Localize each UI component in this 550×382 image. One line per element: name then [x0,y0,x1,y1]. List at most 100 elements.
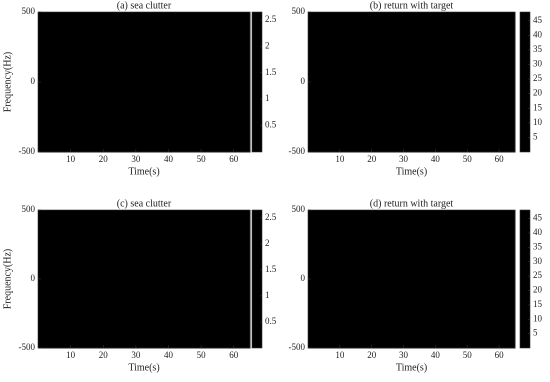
heat-cell [403,334,420,349]
heat-cell [435,292,452,308]
heat-cell [387,12,405,27]
heat-cell [339,82,357,97]
heat-cell [419,237,436,252]
heat-cell [86,82,104,97]
heat-cell [103,110,121,125]
heat-cell [339,210,357,225]
heat-cell [86,68,104,83]
heat-cell [135,223,153,239]
heat-cell [339,306,357,321]
heat-cell [135,320,153,335]
heat-cell [451,12,468,27]
heat-cell [339,334,357,349]
colorbar-tick-label: 5 [533,131,538,141]
colorbar-tick-label: 25 [533,270,543,280]
x-tick-label: 10 [66,350,76,360]
heat-cell [467,110,484,125]
heat-cell [201,251,218,266]
heat-cell [233,68,251,83]
heat-cell [499,210,516,225]
heat-cell [54,124,72,139]
heat-cell [387,96,405,111]
heat-cell [403,12,420,27]
heat-cell [70,110,88,125]
heat-cell [451,237,468,252]
heat-cell [308,12,325,27]
y-tick-label: 0 [31,273,36,283]
heat-cell [371,320,389,335]
heat-cell [54,68,72,83]
heat-cell [499,223,516,239]
heat-cell [403,292,420,308]
heat-cell [152,306,169,321]
colorbar-tick-label: 45 [533,213,543,223]
heat-cell [499,251,516,266]
heat-cell [152,124,169,139]
heat-cell [38,279,55,294]
colorbar-tick-label: 20 [533,88,543,98]
colorbar-tick-label: 15 [533,102,543,112]
heat-cell [419,12,436,27]
colorbar-tick-label: 1.5 [265,67,277,77]
heat-cell [355,306,373,321]
heat-cell [217,306,235,321]
heat-cell [168,292,186,308]
heat-cell [86,306,104,321]
heat-cell [70,279,88,294]
heat-cell [217,96,235,111]
heat-cell [419,292,436,308]
heat-cell [371,40,389,55]
x-tick-label: 50 [463,350,473,360]
heat-cell [103,12,121,27]
heat-cell [355,124,373,139]
heat-cell [499,12,516,27]
heat-cell [483,320,500,335]
heat-cell [387,68,405,83]
y-tick-label: -500 [289,342,306,352]
y-tick-label: 500 [22,204,36,214]
heat-cell [451,54,468,69]
heat-cell [467,210,484,225]
heat-cell [339,68,357,83]
heat-cell [339,279,357,294]
heat-cell [387,210,405,225]
heat-cell [184,68,202,83]
heat-cell [184,292,202,308]
heat-cell [70,237,88,252]
x-tick-label: 60 [495,154,505,164]
heat-cell [86,279,104,294]
heat-cell [70,210,88,225]
heat-cell [233,223,251,239]
heat-cell [499,40,516,55]
panel-title: (b) return with target [370,0,454,11]
heat-cell [467,334,484,349]
heat-cell [435,210,452,225]
heat-cell [419,124,436,139]
heat-cell [54,251,72,266]
heat-cell [435,54,452,69]
heat-cell [54,320,72,335]
heat-cell [184,110,202,125]
heat-cell [499,54,516,69]
heat-cell [355,68,373,83]
heat-cell [435,12,452,27]
heat-cell [308,210,325,225]
heat-cell [168,138,186,153]
heat-cell [135,251,153,266]
heat-cell [119,26,137,41]
heat-cell [184,210,202,225]
heat-cell [103,223,121,239]
heat-cell [135,26,153,41]
heat-cell [403,237,420,252]
y-tick-label: -500 [19,146,36,156]
colorbar-tick-label: 1.5 [265,264,277,274]
y-tick-label: 0 [31,76,36,86]
heat-cell [355,96,373,111]
heat-cell [119,251,137,266]
heat-cell [467,68,484,83]
heat-cell [201,40,218,55]
heat-cell [467,306,484,321]
heat-cell [467,82,484,97]
heat-cell [339,251,357,266]
